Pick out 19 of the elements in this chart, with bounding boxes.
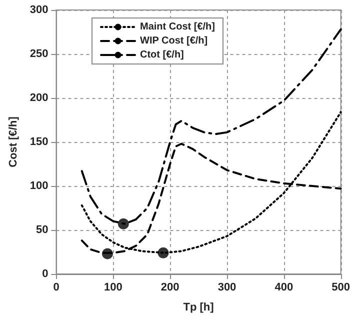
x-tick-label: 500 (332, 282, 350, 294)
x-axis-title: Tp [h] (183, 302, 214, 314)
y-axis-title: Cost [€/h] (8, 116, 20, 168)
y-tick-label: 250 (30, 48, 48, 60)
legend-label: Maint Cost [€/h] (140, 22, 215, 32)
y-tick-label: 50 (36, 224, 48, 236)
x-tick-label: 200 (160, 282, 180, 294)
point (118, 218, 129, 230)
y-tick-label: 200 (30, 92, 48, 104)
x-tick-label: 400 (274, 282, 294, 294)
y-tick-label: 150 (30, 136, 48, 148)
y-tick-label: 100 (30, 180, 48, 192)
legend-label: Ctot [€/h] (140, 50, 184, 60)
y-tick-label: 0 (42, 268, 48, 280)
x-tick-label: 300 (218, 282, 236, 294)
legend-label: WIP Cost [€/h] (140, 36, 208, 46)
y-tick-label: 300 (30, 4, 48, 16)
x-tick-label: 100 (104, 282, 122, 294)
x-tick-label: 0 (53, 282, 60, 294)
